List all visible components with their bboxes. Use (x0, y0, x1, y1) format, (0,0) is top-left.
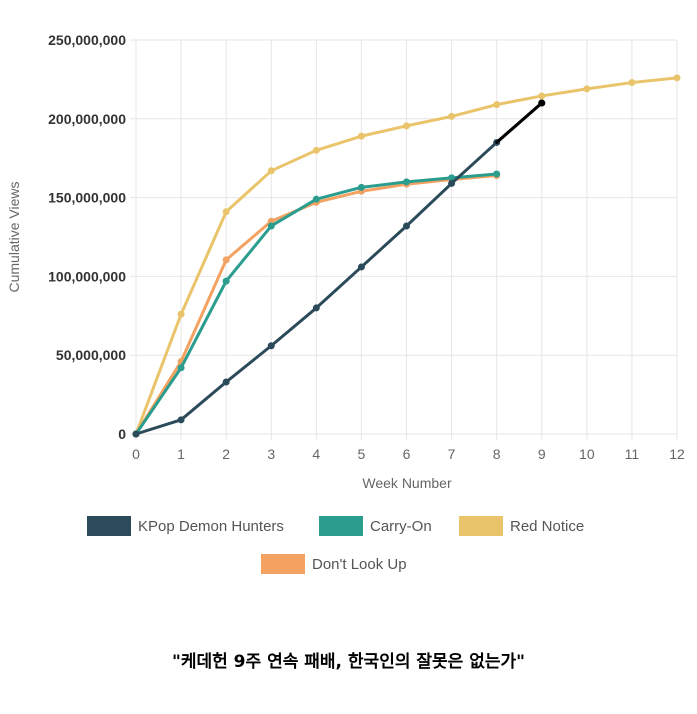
x-tick-label: 7 (448, 446, 456, 462)
y-axis-ticks: 0 50,000,000 100,000,000 150,000,000 200,000… (48, 32, 126, 442)
legend-label: KPop Demon Hunters (138, 518, 284, 535)
y-tick-label: 0 (118, 426, 126, 442)
data-point (177, 416, 185, 424)
x-tick-label: 12 (669, 446, 685, 462)
series-kpop-demon-hunters (132, 99, 546, 438)
data-point (222, 378, 230, 386)
data-point (222, 256, 230, 264)
caption: "케데헌 9주 연속 패배, 한국인의 잘못은 없는가" (171, 652, 526, 672)
y-tick-label: 150,000,000 (48, 190, 126, 206)
series-line (134, 101, 544, 436)
x-tick-label: 5 (358, 446, 366, 462)
legend: KPop Demon Hunters Carry-On Red Notice Don'… (87, 516, 584, 574)
data-point (312, 195, 320, 203)
x-axis-title: Week Number (362, 475, 452, 491)
data-point (177, 310, 185, 318)
legend-swatch (459, 516, 503, 536)
x-tick-label: 8 (493, 446, 501, 462)
x-tick-label: 4 (312, 446, 320, 462)
legend-label: Carry-On (370, 518, 432, 535)
x-tick-label: 10 (579, 446, 595, 462)
x-tick-label: 1 (177, 446, 185, 462)
legend-label: Red Notice (510, 518, 584, 535)
x-tick-label: 0 (132, 446, 140, 462)
data-point (312, 304, 320, 312)
y-tick-label: 50,000,000 (56, 347, 126, 363)
grid-lines (130, 39, 678, 440)
legend-label: Don't Look Up (312, 556, 407, 573)
data-point (448, 174, 456, 182)
x-tick-label: 2 (222, 446, 230, 462)
kpop-final-segment (495, 101, 544, 144)
legend-item: Red Notice (459, 516, 584, 536)
data-point (222, 277, 230, 285)
data-point (448, 179, 456, 187)
x-tick-label: 9 (538, 446, 546, 462)
data-point (403, 178, 410, 186)
y-tick-label: 100,000,000 (48, 268, 126, 284)
series-lines (132, 74, 681, 438)
data-point (628, 79, 636, 87)
y-tick-label: 200,000,000 (48, 111, 126, 127)
data-point (493, 170, 501, 178)
data-point (448, 112, 456, 120)
data-point (403, 122, 410, 130)
legend-item: Carry-On (319, 516, 432, 536)
series-red-notice (132, 74, 681, 438)
x-tick-label: 11 (625, 446, 640, 462)
x-axis-ticks: 0 1 2 3 4 5 6 7 8 9 10 11 12 (132, 446, 685, 462)
legend-item: KPop Demon Hunters (87, 516, 284, 536)
x-tick-label: 3 (267, 446, 275, 462)
y-tick-label: 250,000,000 (48, 32, 126, 48)
data-point (312, 146, 320, 154)
data-point (267, 222, 275, 230)
data-point (132, 430, 140, 438)
data-point (538, 99, 546, 107)
data-point (357, 132, 365, 140)
data-point (673, 74, 681, 82)
data-point (222, 208, 230, 216)
data-point (267, 167, 275, 175)
data-point (403, 222, 410, 230)
data-point (357, 183, 365, 191)
data-point (177, 364, 185, 372)
data-point (357, 263, 365, 271)
data-point (583, 85, 591, 93)
x-tick-label: 6 (403, 446, 411, 462)
legend-swatch (319, 516, 363, 536)
legend-swatch (87, 516, 131, 536)
y-axis-title: Cumulative Views (6, 181, 22, 292)
data-point (267, 342, 275, 350)
data-point (493, 101, 501, 109)
legend-swatch (261, 554, 305, 574)
legend-item: Don't Look Up (261, 554, 407, 574)
data-point (538, 92, 546, 100)
line-chart: 0 50,000,000 100,000,000 150,000,000 200,000… (6, 32, 685, 574)
